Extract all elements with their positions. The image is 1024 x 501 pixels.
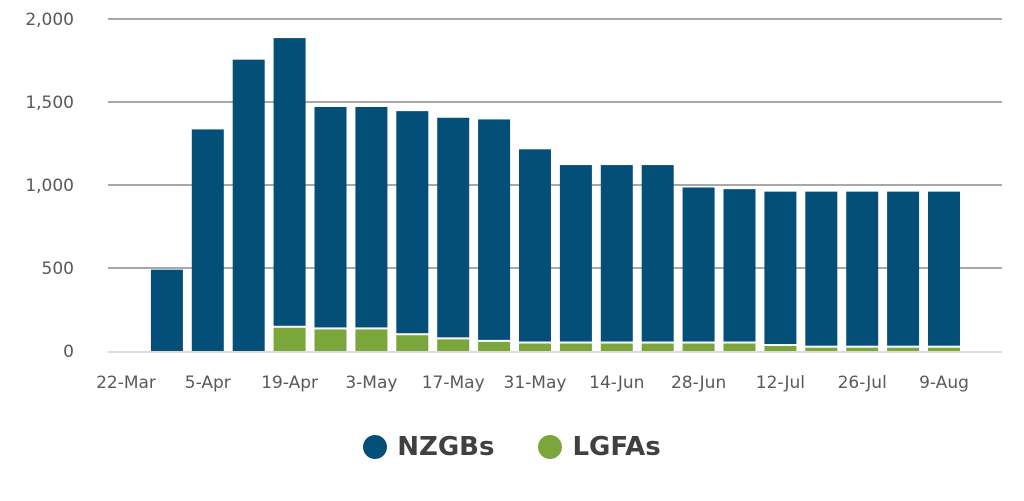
bar-nzgbs-12-Jul — [764, 191, 797, 345]
bar-nzgbs-3-May — [355, 106, 388, 328]
legend-swatch-lgfas — [538, 435, 563, 459]
y-tick-label-3: 1,500 — [25, 93, 74, 113]
bar-nzgbs-17-May — [437, 117, 470, 338]
bar-nzgbs-12-Apr — [232, 59, 265, 352]
bar-lgfas-19-Jul — [805, 347, 838, 351]
bar-lgfas-26-Apr — [314, 329, 347, 351]
bar-lgfas-14-Jun — [600, 343, 633, 351]
bar-lgfas-28-Jun — [682, 343, 715, 351]
legend-item-lgfas: LGFAs — [538, 432, 661, 462]
x-tick-label-5: 31-May — [504, 373, 567, 393]
y-tick-label-2: 1,000 — [25, 176, 74, 196]
legend-label-lgfas: LGFAs — [572, 432, 661, 462]
bar-nzgbs-5-Apr — [191, 129, 224, 351]
bar-nzgbs-28-Jun — [682, 187, 715, 342]
bar-nzgbs-26-Apr — [314, 106, 347, 328]
y-axis-tick-labels: 0 500 1,000 1,500 2,000 — [25, 10, 74, 362]
legend: NZGBs LGFAs — [0, 432, 1024, 462]
bar-nzgbs-31-May — [519, 149, 551, 342]
x-tick-label-3: 3-May — [345, 373, 397, 393]
x-tick-label-1: 5-Apr — [185, 373, 231, 393]
bar-lgfas-24-May — [478, 341, 511, 351]
y-tick-label-4: 2,000 — [25, 10, 74, 30]
legend-swatch-nzgbs — [363, 435, 388, 459]
bar-lgfas-3-May — [355, 329, 388, 351]
bar-lgfas-2-Aug — [887, 347, 920, 351]
x-tick-label-4: 17-May — [422, 373, 485, 393]
bar-nzgbs-2-Aug — [887, 191, 920, 346]
bar-lgfas-17-May — [437, 339, 470, 351]
x-tick-label-7: 28-Jun — [671, 373, 726, 393]
bar-nzgbs-5-Jul — [723, 189, 756, 342]
legend-item-nzgbs: NZGBs — [363, 432, 494, 462]
bar-nzgbs-21-Jun — [641, 165, 674, 342]
legend-label-nzgbs: NZGBs — [397, 432, 495, 462]
bar-nzgbs-10-May — [396, 111, 429, 334]
bar-nzgbs-26-Jul — [846, 191, 879, 346]
x-tick-label-6: 14-Jun — [589, 373, 644, 393]
x-tick-label-9: 26-Jul — [838, 373, 887, 393]
x-tick-label-0: 22-Mar — [96, 373, 156, 393]
bar-lgfas-5-Jul — [723, 343, 756, 351]
bars — [150, 38, 960, 352]
bar-lgfas-10-May — [396, 335, 429, 351]
bar-lgfas-21-Jun — [641, 343, 674, 351]
x-tick-label-2: 19-Apr — [261, 373, 318, 393]
x-axis-tick-labels: 22-Mar 5-Apr 19-Apr 3-May 17-May 31-May 14-Jun… — [96, 373, 969, 393]
bar-nzgbs-19-Apr — [273, 38, 306, 326]
bar-nzgbs-7-Jun — [559, 165, 592, 342]
bar-lgfas-9-Aug — [928, 347, 960, 351]
bar-lgfas-7-Jun — [559, 343, 592, 351]
y-tick-label-0: 0 — [63, 342, 74, 362]
bar-lgfas-26-Jul — [846, 347, 879, 351]
bar-lgfas-19-Apr — [273, 327, 306, 351]
bar-nzgbs-24-May — [478, 119, 511, 340]
bar-nzgbs-14-Jun — [600, 165, 633, 342]
bar-lgfas-31-May — [519, 343, 551, 351]
bar-nzgbs-19-Jul — [805, 191, 838, 346]
y-tick-label-1: 500 — [42, 259, 74, 279]
bar-nzgbs-9-Aug — [928, 191, 960, 346]
x-tick-label-8: 12-Jul — [756, 373, 805, 393]
x-tick-label-10: 9-Aug — [919, 373, 969, 393]
bar-lgfas-12-Jul — [764, 346, 797, 351]
bar-nzgbs-29-Mar — [150, 269, 183, 351]
